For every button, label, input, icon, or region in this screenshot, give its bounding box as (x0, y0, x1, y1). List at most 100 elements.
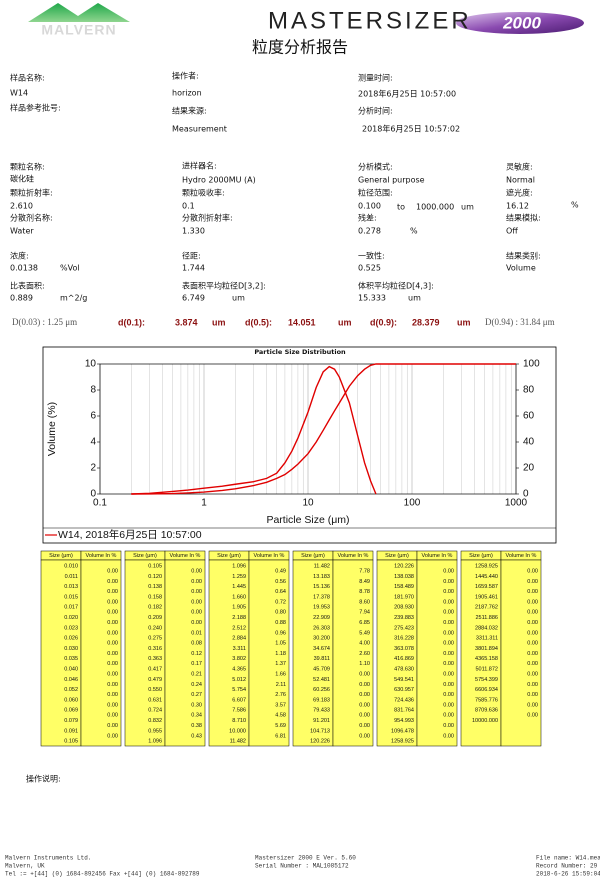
size-cell: 5754.399 (475, 677, 498, 683)
size-cell: 1.660 (232, 594, 246, 600)
volume-cell: 8.49 (359, 579, 370, 585)
field-text: 样品名称: (10, 73, 45, 83)
volume-cell: 1.66 (275, 671, 286, 677)
field-text: D(0.03) : 1.25 μm (12, 317, 77, 327)
size-cell: 30.200 (313, 636, 330, 642)
field-text: 1.744 (182, 264, 205, 273)
field-text: 颗粒折射率: (10, 188, 53, 198)
y2-tick-label: 20 (523, 463, 535, 474)
volume-cell: 0.00 (191, 589, 202, 595)
field-text: 径距: (182, 251, 201, 261)
y2-tick-label: 60 (523, 411, 535, 422)
volume-cell: 0.00 (107, 599, 118, 605)
volume-cell: 0.00 (443, 651, 454, 657)
volume-cell: 1.18 (275, 651, 286, 657)
size-cell: 3.311 (233, 646, 246, 652)
field-text: 浓度: (10, 251, 29, 261)
volume-cell: 0.00 (443, 599, 454, 605)
volume-cell: 6.85 (359, 620, 370, 626)
size-cell: 45.709 (313, 666, 330, 672)
table-header: Volume In % (254, 553, 285, 559)
table-header: Volume In % (422, 553, 453, 559)
size-cell: 10000.000 (472, 718, 498, 724)
volume-cell: 0.00 (527, 579, 538, 585)
volume-cell: 0.08 (191, 641, 202, 647)
size-cell: 0.724 (148, 708, 162, 714)
size-cell: 0.010 (64, 563, 78, 569)
size-cell: 15.136 (313, 584, 330, 590)
volume-cell: 0.17 (191, 661, 202, 667)
table-header: Size (μm) (469, 553, 493, 559)
size-cell: 0.138 (148, 584, 162, 590)
chart-title: Particle Size Distribution (254, 348, 346, 356)
legend-entry: W14, 2018年6月25日 10:57:00 (58, 528, 202, 541)
field-text: um (461, 203, 474, 212)
volume-cell: 0.00 (443, 610, 454, 616)
size-cell: 478.630 (394, 666, 414, 672)
volume-cell: 4.58 (275, 713, 286, 719)
size-cell: 0.158 (148, 594, 162, 600)
volume-cell: 0.43 (191, 733, 202, 739)
size-cell: 79.433 (313, 708, 330, 714)
volume-cell: 0.00 (107, 692, 118, 698)
volume-cell: 0.00 (107, 723, 118, 729)
field-text: 操作者: (172, 71, 199, 81)
size-cell: 0.182 (148, 605, 162, 611)
x-tick-label: 10 (302, 498, 314, 509)
field-text: 15.333 (358, 294, 386, 303)
field-text: 结果类别: (506, 251, 541, 261)
volume-cell: 0.01 (191, 630, 202, 636)
volume-cell: 0.00 (527, 702, 538, 708)
volume-cell: 5.49 (359, 630, 370, 636)
field-text: General purpose (358, 176, 425, 185)
x-tick-label: 0.1 (93, 498, 107, 509)
field-text: um (212, 317, 226, 327)
field-text: D(0.94) : 31.84 μm (485, 317, 555, 327)
size-cell: 363.078 (394, 646, 414, 652)
size-cell: 0.209 (148, 615, 162, 621)
volume-cell: 0.12 (191, 651, 202, 657)
volume-cell: 0.00 (527, 713, 538, 719)
volume-cell: 0.00 (443, 692, 454, 698)
volume-cell: 0.00 (107, 671, 118, 677)
volume-cell: 0.00 (107, 702, 118, 708)
volume-cell: 0.00 (107, 579, 118, 585)
volume-cell: 0.00 (107, 661, 118, 667)
table-column (124, 559, 166, 747)
volume-cell: 0.21 (191, 671, 202, 677)
volume-cell: 0.00 (443, 589, 454, 595)
volume-cell: 0.00 (527, 682, 538, 688)
volume-cell: 0.88 (275, 620, 286, 626)
volume-cell: 4.00 (359, 641, 370, 647)
table-header: Volume In % (506, 553, 537, 559)
field-text: 2018年6月25日 10:57:00 (358, 89, 456, 99)
size-cell: 2.512 (232, 625, 246, 631)
size-cell: 0.631 (148, 697, 162, 703)
y2-tick-label: 0 (523, 489, 529, 500)
field-text: 16.12 (506, 202, 529, 211)
field-text: Tel := +[44] (0) 1684-892456 Fax +[44] (… (5, 871, 200, 878)
size-cell: 724.436 (394, 697, 414, 703)
size-cell: 0.035 (64, 656, 78, 662)
field-text: m^2/g (60, 294, 87, 303)
size-cell: 208.930 (394, 605, 414, 611)
volume-cell: 0.56 (275, 579, 286, 585)
volume-cell: 0.00 (527, 630, 538, 636)
field-text: 28.379 (412, 317, 440, 327)
field-text: 0.889 (10, 294, 33, 303)
size-cell: 1905.461 (475, 594, 498, 600)
volume-cell: 0.00 (191, 610, 202, 616)
volume-cell: 0.00 (527, 692, 538, 698)
field-text: 体积平均粒径D[4,3]: (358, 281, 434, 291)
size-cell: 8.710 (232, 718, 246, 724)
field-text: 碳化硅 (10, 174, 34, 184)
table-header: Size (μm) (385, 553, 409, 559)
volume-cell: 0.00 (107, 651, 118, 657)
size-cell: 13.183 (313, 574, 330, 580)
volume-cell: 0.00 (527, 589, 538, 595)
volume-cell: 0.00 (107, 733, 118, 739)
volume-cell: 0.00 (443, 682, 454, 688)
volume-cell: 0.27 (191, 692, 202, 698)
x-axis-label: Particle Size (μm) (266, 514, 349, 526)
